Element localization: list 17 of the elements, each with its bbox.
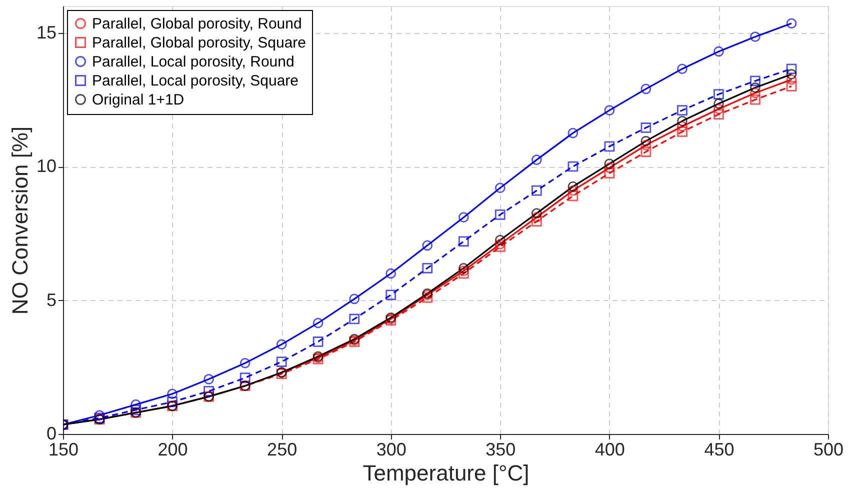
y-tick-label: 5	[46, 290, 56, 310]
x-tick-label: 450	[704, 440, 734, 460]
y-axis-title: NO Conversion [%]	[7, 126, 32, 315]
legend-label: Parallel, Local porosity, Square	[92, 72, 298, 90]
y-tick-label: 15	[36, 22, 56, 42]
x-tick-label: 250	[267, 440, 298, 460]
legend-label: Parallel, Local porosity, Round	[92, 54, 294, 70]
y-tick-label: 10	[36, 156, 56, 176]
x-tick-label: 200	[158, 440, 188, 460]
legend-label: Parallel, Global porosity, Round	[92, 16, 302, 32]
x-tick-label: 500	[813, 440, 844, 460]
x-tick-label: 400	[594, 440, 625, 460]
x-tick-label: 350	[486, 440, 516, 460]
x-axis-title: Temperature [°C]	[362, 460, 530, 486]
legend-label: Parallel, Global porosity, Square	[92, 34, 306, 52]
x-tick-label: 300	[376, 440, 406, 460]
legend-label: Original 1+1D	[92, 92, 184, 108]
